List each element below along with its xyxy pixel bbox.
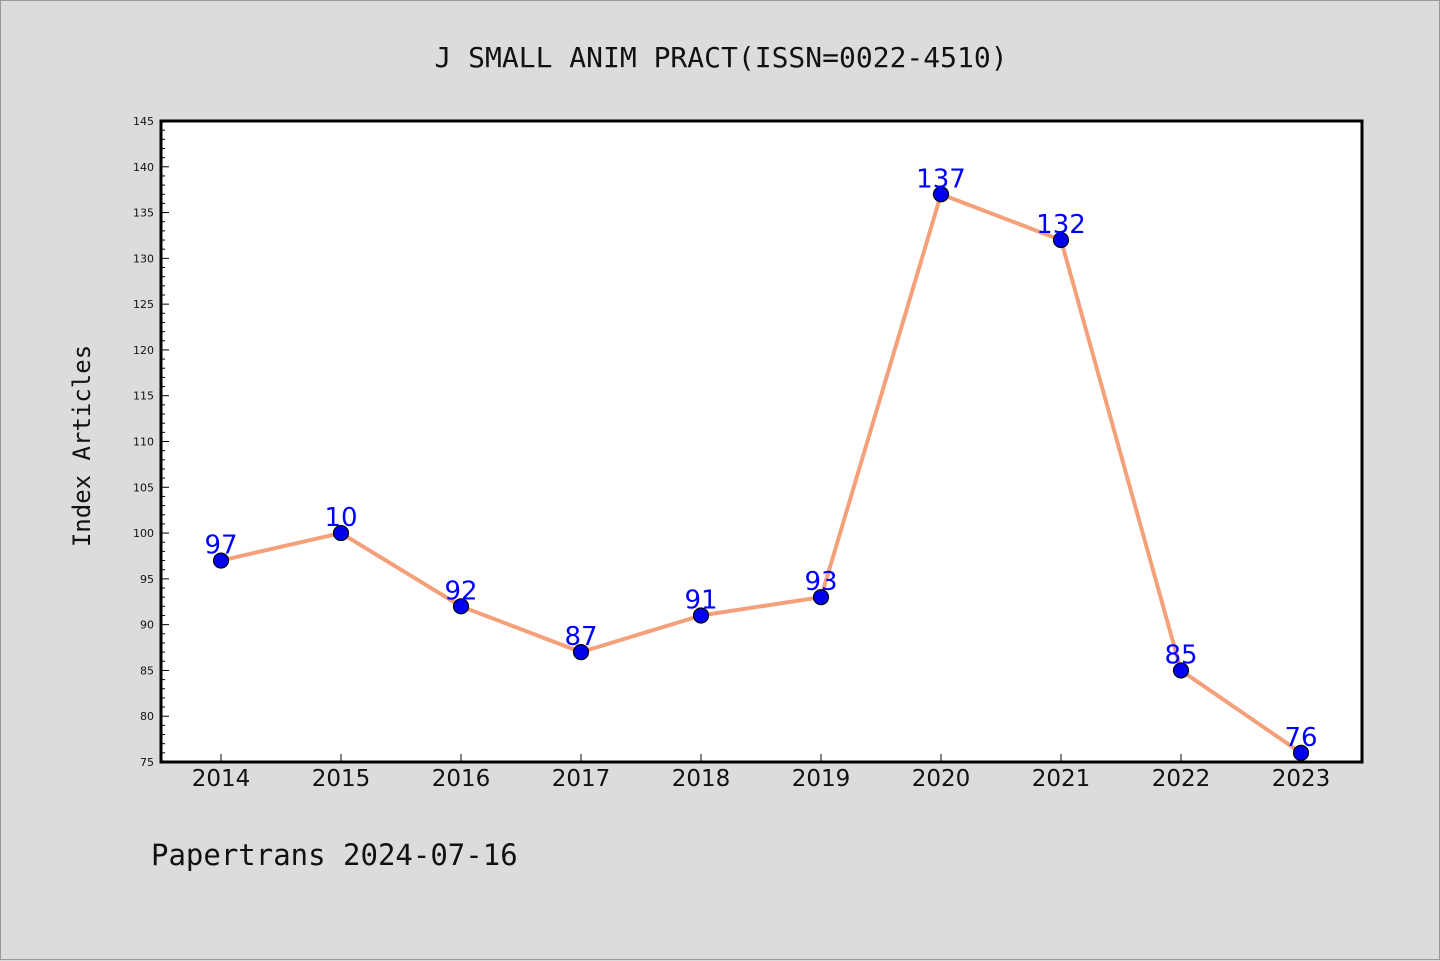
x-tick-label: 2021	[1032, 766, 1091, 792]
y-axis-label: Index Articles	[68, 345, 96, 547]
y-tick-label: 135	[133, 207, 154, 220]
data-label: 132	[1036, 210, 1086, 240]
x-axis: 2014 2015 2016 2017 2018 2019 2020 2021 2022 2023	[192, 754, 1331, 792]
y-tick-label: 145	[133, 115, 154, 128]
data-label: 97	[204, 531, 237, 561]
data-point	[812, 589, 830, 606]
data-points	[212, 186, 1310, 761]
y-tick-label: 140	[133, 161, 154, 174]
data-point	[1052, 231, 1070, 249]
x-tick-label: 2023	[1272, 766, 1331, 792]
y-tick-label: 125	[133, 298, 154, 311]
data-point	[212, 552, 230, 569]
x-tick-label: 2018	[672, 766, 731, 792]
data-point	[452, 598, 470, 615]
x-tick-label: 2017	[552, 766, 611, 792]
data-point	[932, 186, 950, 203]
data-point	[1292, 744, 1310, 761]
data-label: 92	[444, 576, 477, 606]
chart-title: J SMALL ANIM PRACT(ISSN=0022-4510)	[434, 41, 1007, 74]
x-tick-label: 2015	[312, 766, 371, 792]
x-tick-label: 2014	[192, 766, 251, 792]
y-tick-label: 90	[140, 619, 154, 632]
y-axis: 75 80 85 90 95 100 105 110 115 120 125 130 135 140 145	[133, 115, 169, 769]
series-line	[219, 192, 1303, 755]
data-point	[1172, 662, 1190, 679]
data-point	[572, 644, 590, 661]
data-label: 137	[916, 164, 966, 194]
y-tick-label: 85	[140, 664, 154, 677]
plot-area	[159, 119, 1364, 764]
y-tick-label: 110	[133, 436, 154, 449]
y-tick-label: 75	[140, 756, 154, 769]
data-label: 10	[324, 503, 357, 533]
data-label: 87	[564, 622, 597, 652]
y-tick-label: 95	[140, 573, 154, 586]
data-label: 85	[1164, 640, 1197, 670]
x-tick-label: 2016	[432, 766, 491, 792]
data-label: 91	[684, 585, 717, 615]
data-point	[332, 524, 350, 542]
footer-credit: Papertrans 2024-07-16	[151, 838, 518, 872]
x-tick-label: 2022	[1152, 766, 1211, 792]
y-tick-label: 100	[133, 527, 154, 540]
y-tick-label: 80	[140, 710, 154, 723]
data-point	[692, 607, 710, 624]
x-tick-label: 2019	[792, 766, 851, 792]
y-tick-label: 115	[133, 390, 154, 403]
y-tick-label: 120	[133, 344, 154, 357]
y-tick-label: 105	[133, 481, 154, 494]
x-tick-label: 2020	[912, 766, 971, 792]
data-labels: 97 10 92 87 91 93 137 132 85 76	[204, 164, 1317, 753]
y-tick-label: 130	[133, 252, 154, 265]
series-polyline	[219, 192, 1303, 755]
data-label: 76	[1284, 723, 1317, 753]
data-label: 93	[804, 567, 837, 597]
